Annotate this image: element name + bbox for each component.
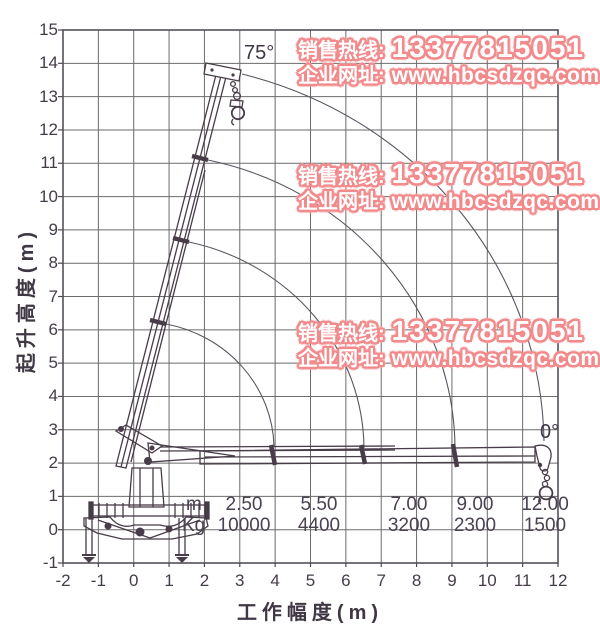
x-axis-title: 工作幅度(m) <box>236 602 384 624</box>
working-envelope-arcs <box>165 73 545 449</box>
watermark-hotline-label: 销售热线: <box>298 166 385 188</box>
watermark-hotline-row: 销售热线: 13377815051 <box>298 315 600 346</box>
load-table-radius-value: 9.00 <box>456 494 494 515</box>
boom-collar <box>358 444 368 465</box>
watermark-hotline-number: 13377815051 <box>391 32 585 63</box>
load-table-radius-value: 7.00 <box>390 494 428 515</box>
load-table-radius-value: 2.50 <box>225 494 263 515</box>
y-tick-label: 9 <box>48 219 58 239</box>
x-tick-label: 2 <box>199 571 210 590</box>
y-tick-label: 1 <box>48 486 58 506</box>
x-tick-label: 11 <box>513 571 532 590</box>
crane-drawing <box>82 62 554 563</box>
y-tick-label: 12 <box>39 119 58 139</box>
outrigger-leg-right <box>175 518 189 563</box>
load-table-kg-label: Kg <box>182 515 206 536</box>
hook-icon-75deg <box>229 80 246 126</box>
min-angle-label: 0° <box>540 421 560 443</box>
y-tick-label: 2 <box>48 453 58 473</box>
x-tick-label: 5 <box>305 571 316 590</box>
boom-collar <box>191 153 209 163</box>
boom-collar <box>268 444 278 466</box>
outrigger-leg-left <box>82 518 96 563</box>
x-tick-label: 9 <box>447 571 457 590</box>
y-tick-label: 13 <box>39 86 58 106</box>
x-tick-label: 6 <box>341 571 351 590</box>
x-tick-label: 10 <box>477 571 497 590</box>
load-table-m-label: m <box>186 494 202 515</box>
watermark-block: 销售热线: 13377815051 企业网址: www.hbcsdzqc.com <box>298 158 600 213</box>
crane-knuckle-arm <box>114 424 236 465</box>
y-tick-label: 11 <box>40 153 58 173</box>
y-tick-label: 4 <box>48 386 58 406</box>
y-tick-label: 8 <box>48 253 58 273</box>
x-tick-label: 4 <box>270 571 280 590</box>
watermark-hotline-number: 13377815051 <box>391 158 585 189</box>
y-tick-label: 10 <box>39 186 58 206</box>
y-tick-label: 6 <box>48 319 58 339</box>
watermark-hotline-number: 13377815051 <box>391 315 585 346</box>
watermark-website-label: 企业网址: <box>298 65 385 87</box>
load-table-radius-value: 12.00 <box>521 494 569 515</box>
envelope-arc <box>165 323 275 447</box>
crane-pedestal <box>128 467 165 508</box>
watermark-website-row: 企业网址: www.hbcsdzqc.com <box>298 342 600 370</box>
hook-icon-0deg <box>538 468 554 505</box>
x-tick-label: 8 <box>411 571 422 590</box>
axis-ticks <box>58 29 559 567</box>
y-tick-label: 15 <box>39 20 58 39</box>
load-table-capacity-value: 3200 <box>387 515 431 536</box>
watermark-website-label: 企业网址: <box>298 348 385 370</box>
envelope-arc <box>188 241 365 449</box>
x-tick-label: 12 <box>548 571 568 590</box>
boom-collar <box>149 317 167 327</box>
y-tick-label: 7 <box>48 286 58 306</box>
envelope-arc <box>241 73 545 442</box>
x-tick-label: 1 <box>164 571 174 590</box>
load-table-radius-value: 5.50 <box>300 494 338 515</box>
x-tick-label: 3 <box>235 571 245 590</box>
watermark-hotline-label: 销售热线: <box>298 40 385 62</box>
watermark-website-url: www.hbcsdzqc.com <box>391 190 600 213</box>
watermark-block: 销售热线: 13377815051 企业网址: www.hbcsdzqc.com <box>298 32 600 87</box>
grid-lines <box>62 29 559 564</box>
load-table-capacity-value: 4400 <box>297 515 341 536</box>
watermark-website-label: 企业网址: <box>298 191 385 213</box>
watermark-block: 销售热线: 13377815051 企业网址: www.hbcsdzqc.com <box>298 315 600 370</box>
plot-border <box>62 29 559 564</box>
x-tick-label: 0 <box>128 571 139 590</box>
x-tick-label: 7 <box>376 571 386 590</box>
outrigger-beam <box>88 501 210 520</box>
max-angle-label: 75° <box>244 42 275 64</box>
watermark-website-url: www.hbcsdzqc.com <box>391 64 600 87</box>
watermark-hotline-label: 销售热线: <box>298 323 385 345</box>
load-table-capacity-value: 2300 <box>453 515 497 536</box>
watermark-hotline-row: 销售热线: 13377815051 <box>298 32 600 63</box>
watermark-hotline-row: 销售热线: 13377815051 <box>298 158 600 189</box>
x-tick-label: -1 <box>90 571 106 590</box>
crane-boom-0deg <box>159 443 552 472</box>
watermark-website-row: 企业网址: www.hbcsdzqc.com <box>298 59 600 87</box>
y-tick-label: 14 <box>39 53 58 73</box>
load-table-capacity-value: 10000 <box>217 515 271 536</box>
boom-head-75deg <box>203 62 242 82</box>
crane-base <box>82 501 210 563</box>
boom-collar <box>172 235 190 245</box>
y-tick-label: -1 <box>42 553 58 572</box>
y-tick-label: 3 <box>48 419 58 439</box>
watermark-website-url: www.hbcsdzqc.com <box>391 347 600 370</box>
crane-boom-75deg <box>115 62 242 469</box>
y-tick-label: 5 <box>48 353 58 373</box>
watermark-website-row: 企业网址: www.hbcsdzqc.com <box>298 185 600 213</box>
x-tick-label: -2 <box>55 571 71 590</box>
boom-head-0deg <box>534 444 552 472</box>
load-table-capacity-value: 1500 <box>523 515 567 536</box>
envelope-arc <box>207 159 456 448</box>
boom-collar <box>450 443 460 468</box>
y-tick-label: 0 <box>48 519 58 539</box>
